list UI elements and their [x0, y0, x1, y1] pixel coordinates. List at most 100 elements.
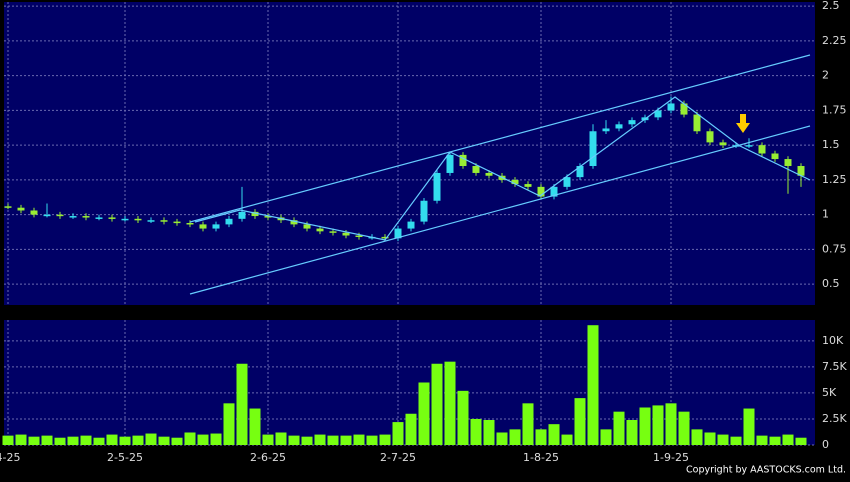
candle-body: [511, 179, 519, 185]
volume-bar: [236, 363, 248, 445]
volume-bar: [535, 429, 547, 445]
candle-body: [628, 120, 636, 125]
candle-body: [316, 228, 324, 232]
volume-bar: [93, 437, 105, 445]
volume-bar: [366, 435, 378, 445]
x-tick-label: 1-9-25: [653, 451, 689, 464]
candle-body: [199, 224, 207, 229]
volume-bar: [691, 429, 703, 445]
y-tick-label: 2: [822, 69, 829, 82]
y2-tick-label: 2.5K: [822, 412, 847, 425]
y-tick-label: 1.5: [822, 138, 840, 151]
volume-bar: [80, 435, 92, 445]
volume-bar: [704, 432, 716, 445]
volume-bar: [210, 433, 222, 445]
volume-bar: [249, 408, 261, 445]
candle-body: [485, 172, 493, 176]
candle-body: [472, 166, 480, 173]
volume-bar: [587, 325, 599, 445]
channel-lower: [189, 125, 811, 295]
volume-bar: [301, 436, 313, 445]
volume-bar: [418, 382, 430, 445]
volume-bar: [54, 437, 66, 445]
arrow-marker: [736, 114, 750, 133]
volume-bar: [717, 434, 729, 445]
volume-bar: [470, 418, 482, 445]
volume-bar: [171, 437, 183, 445]
volume-bar: [665, 403, 677, 445]
candle-body: [186, 222, 194, 225]
volume-bar: [652, 405, 664, 445]
volume-bar: [353, 434, 365, 445]
candle-body: [446, 154, 454, 173]
volume-bar: [275, 432, 287, 445]
candle-body: [797, 166, 805, 176]
candle-body: [108, 217, 116, 219]
trend-lines: [189, 54, 811, 295]
candle-body: [654, 110, 662, 118]
volume-bar: [626, 420, 638, 445]
candle-body: [251, 211, 259, 217]
channel-upper: [189, 54, 811, 223]
volume-bar: [457, 390, 469, 445]
candle-body: [524, 184, 532, 187]
y2-tick-label: 5K: [822, 386, 837, 399]
candle-body: [147, 220, 155, 222]
candle-body: [173, 221, 181, 224]
volume-bar: [28, 436, 40, 445]
candle-body: [615, 124, 623, 129]
y-tick-label: 0.75: [822, 242, 847, 255]
candle-body: [784, 159, 792, 167]
candle-body: [433, 172, 441, 201]
candle-body: [459, 154, 467, 167]
y2-tick-label: 0: [822, 438, 829, 451]
volume-bar: [145, 433, 157, 445]
price-panel: [4, 2, 815, 305]
volume-bar: [639, 407, 651, 445]
candle-body: [706, 131, 714, 143]
copyright: Copyright by AASTOCKS.com Ltd.: [686, 465, 846, 476]
volume-bar: [197, 434, 209, 445]
candle-body: [394, 228, 402, 239]
x-tick-label: 4-25: [0, 451, 20, 464]
candle-body: [121, 218, 129, 221]
x-tick-label: 1-8-25: [523, 451, 559, 464]
volume-bar: [496, 432, 508, 445]
volume-bar: [132, 435, 144, 445]
candle-body: [264, 216, 272, 218]
y-tick-label: 2.5: [822, 0, 840, 12]
volume-bar: [782, 434, 794, 445]
volume-bar: [379, 434, 391, 445]
volume-bar: [223, 403, 235, 445]
y-tick-label: 0.5: [822, 277, 840, 290]
candle-body: [43, 214, 51, 217]
zigzag: [194, 96, 811, 241]
candle-body: [303, 224, 311, 229]
candle-body: [420, 200, 428, 222]
candle-body: [576, 166, 584, 178]
y-tick-label: 1: [822, 208, 829, 221]
volume-bar: [444, 361, 456, 445]
volume-bar: [340, 435, 352, 445]
candle-body: [719, 142, 727, 146]
volume-bar: [574, 398, 586, 445]
volume-bar: [119, 436, 131, 445]
candle-body: [758, 145, 766, 154]
candle-body: [225, 218, 233, 225]
candle-body: [355, 235, 363, 238]
volume-bar: [548, 424, 560, 445]
candle-body: [4, 206, 12, 208]
candle-body: [69, 216, 77, 218]
candle-body: [550, 186, 558, 197]
x-tick-label: 2-6-25: [250, 451, 286, 464]
volume-bar: [158, 436, 170, 445]
volume-bar: [405, 413, 417, 445]
volume-bar: [314, 434, 326, 445]
volume-bar: [262, 434, 274, 445]
volume-bar: [743, 408, 755, 445]
volume-bar: [522, 403, 534, 445]
candle-body: [407, 221, 415, 229]
arrow-head: [736, 123, 750, 133]
candle-body: [680, 103, 688, 115]
